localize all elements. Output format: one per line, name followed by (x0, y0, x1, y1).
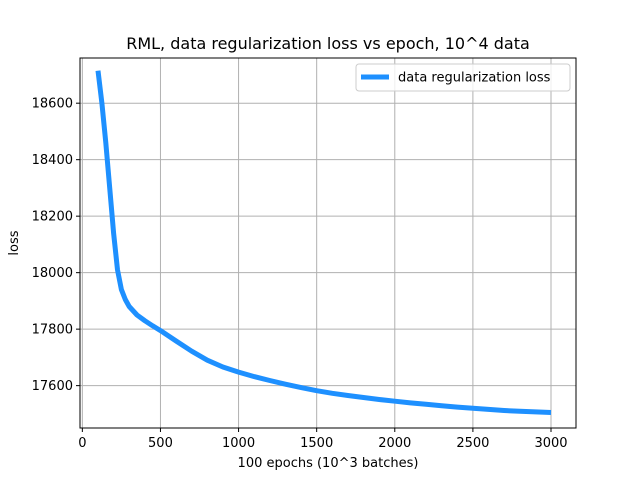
x-axis-label: 100 epochs (10^3 batches) (238, 456, 419, 471)
x-tick-label: 1000 (222, 436, 255, 451)
x-tick-label: 2000 (378, 436, 411, 451)
y-axis-label: loss (7, 230, 22, 255)
y-axis-ticks: 17600 17800 18000 18200 18400 18600 (32, 97, 80, 394)
y-tick-label: 18200 (32, 210, 73, 225)
y-tick-label: 18400 (32, 153, 73, 168)
series-line (95, 70, 552, 415)
x-tick-label: 1500 (300, 436, 333, 451)
y-tick-label: 18600 (32, 97, 73, 112)
grid (80, 58, 576, 428)
y-tick-label: 17800 (32, 323, 73, 338)
y-tick-label: 17600 (32, 379, 73, 394)
legend-box (355, 63, 571, 92)
plot-frame (79, 57, 577, 429)
chart-title: RML, data regularization loss vs epoch, … (126, 34, 530, 53)
series-layer (95, 70, 552, 415)
x-tick-label: 0 (78, 436, 86, 451)
y-tick-label: 18000 (32, 266, 73, 281)
legend: data regularization loss (355, 63, 571, 92)
x-tick-label: 2500 (456, 436, 489, 451)
x-tick-label: 500 (148, 436, 173, 451)
legend-label: data regularization loss (398, 71, 551, 86)
x-axis-ticks: 0 500 1000 1500 2000 2500 3000 (78, 428, 568, 451)
x-tick-label: 3000 (534, 436, 567, 451)
